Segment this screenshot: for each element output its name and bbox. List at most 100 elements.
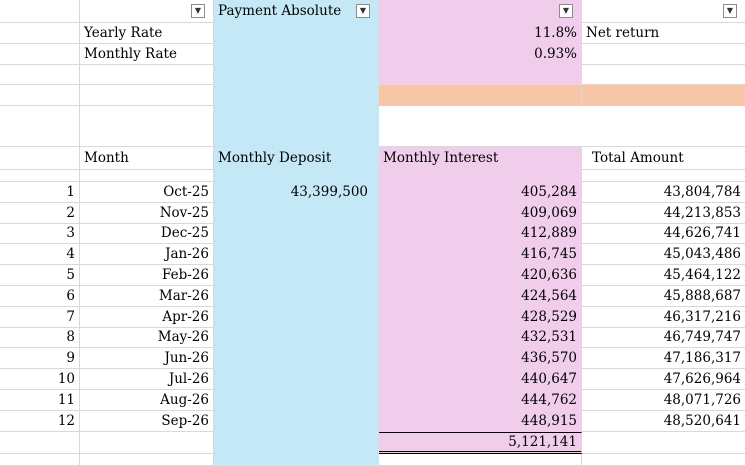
cell[interactable] [80, 65, 214, 85]
deposit-cell[interactable] [214, 223, 379, 245]
cell[interactable] [214, 432, 379, 454]
deposit-cell[interactable] [214, 348, 379, 370]
interest-cell[interactable]: 424,564 [379, 286, 582, 307]
cell[interactable] [582, 454, 745, 466]
deposit-cell[interactable] [214, 244, 379, 266]
row-number[interactable]: 1 [0, 182, 80, 203]
deposit-cell[interactable] [214, 306, 379, 328]
cell[interactable] [582, 170, 745, 182]
cell-a-header[interactable] [0, 0, 80, 23]
cell[interactable] [582, 432, 745, 454]
cell[interactable] [80, 170, 214, 182]
cell[interactable] [80, 432, 214, 454]
row-number[interactable]: 4 [0, 244, 80, 266]
accent-bar-cell[interactable] [582, 85, 745, 106]
cell-d-header[interactable]: ▼ [379, 0, 582, 23]
row-number[interactable]: 2 [0, 202, 80, 224]
cell[interactable] [0, 44, 80, 65]
deposit-cell[interactable]: 43,399,500 [214, 182, 379, 203]
row-number[interactable]: 9 [0, 348, 80, 370]
cell[interactable] [379, 106, 582, 147]
cell[interactable] [0, 454, 80, 466]
interest-cell[interactable]: 436,570 [379, 348, 582, 370]
month-cell[interactable]: Jul-26 [80, 369, 214, 390]
cell[interactable] [80, 106, 214, 147]
month-cell[interactable]: Sep-26 [80, 410, 214, 432]
month-cell[interactable]: May-26 [80, 327, 214, 349]
month-cell[interactable]: Aug-26 [80, 390, 214, 411]
interest-column-title[interactable]: Monthly Interest [379, 147, 582, 170]
cell[interactable] [582, 65, 745, 85]
interest-cell[interactable]: 448,915 [379, 410, 582, 432]
cell[interactable] [80, 454, 214, 466]
row-number[interactable]: 7 [0, 306, 80, 328]
cell[interactable] [0, 170, 80, 182]
total-cell[interactable]: 46,317,216 [582, 307, 745, 328]
deposit-cell[interactable] [214, 369, 379, 390]
accent-bar-cell[interactable] [379, 85, 582, 106]
total-cell[interactable]: 43,804,784 [582, 182, 745, 203]
interest-cell[interactable]: 428,529 [379, 306, 582, 328]
row-number[interactable]: 10 [0, 369, 80, 390]
row-number[interactable]: 5 [0, 265, 80, 286]
cell[interactable] [214, 170, 379, 182]
chevron-down-icon[interactable]: ▼ [723, 4, 737, 18]
chevron-down-icon[interactable]: ▼ [559, 4, 573, 18]
month-cell[interactable]: Jun-26 [80, 348, 214, 370]
interest-sum-cell[interactable]: 5,121,141 [379, 432, 582, 454]
chevron-down-icon[interactable]: ▼ [356, 4, 370, 18]
month-cell[interactable]: Jan-26 [80, 244, 214, 266]
cell[interactable] [379, 170, 582, 182]
month-cell[interactable]: Dec-25 [80, 223, 214, 245]
cell-b-header[interactable]: ▼ [80, 0, 214, 23]
cell[interactable] [0, 147, 80, 170]
cell[interactable] [0, 65, 80, 85]
monthly-rate-label[interactable]: Monthly Rate [80, 44, 214, 65]
interest-cell[interactable]: 405,284 [379, 182, 582, 203]
month-cell[interactable]: Oct-25 [80, 182, 214, 203]
deposit-column-title[interactable]: Monthly Deposit [214, 147, 379, 170]
total-cell[interactable]: 46,749,747 [582, 328, 745, 349]
cell[interactable] [214, 106, 379, 147]
cell[interactable] [379, 65, 582, 85]
cell[interactable] [214, 44, 379, 65]
cell[interactable] [0, 85, 80, 106]
month-cell[interactable]: Apr-26 [80, 306, 214, 328]
total-cell[interactable]: 44,626,741 [582, 224, 745, 245]
month-cell[interactable]: Nov-25 [80, 202, 214, 224]
yearly-rate-label[interactable]: Yearly Rate [80, 23, 214, 44]
month-cell[interactable]: Mar-26 [80, 286, 214, 307]
month-cell[interactable]: Feb-26 [80, 265, 214, 286]
deposit-cell[interactable] [214, 327, 379, 349]
yearly-rate-value[interactable]: 11.8% [379, 23, 582, 44]
cell[interactable] [582, 44, 745, 65]
deposit-cell[interactable] [214, 286, 379, 307]
interest-cell[interactable]: 412,889 [379, 223, 582, 245]
total-cell[interactable]: 44,213,853 [582, 203, 745, 224]
cell-e-header[interactable]: ▼ [582, 0, 745, 23]
deposit-cell[interactable] [214, 390, 379, 411]
monthly-rate-value[interactable]: 0.93% [379, 44, 582, 65]
net-return-label[interactable]: Net return [582, 23, 745, 44]
total-cell[interactable]: 45,464,122 [582, 265, 745, 286]
deposit-cell[interactable] [214, 265, 379, 286]
month-column-title[interactable]: Month [80, 147, 214, 170]
cell[interactable] [0, 432, 80, 454]
interest-cell[interactable]: 444,762 [379, 390, 582, 411]
cell[interactable] [582, 106, 745, 147]
cell[interactable] [80, 85, 214, 106]
interest-cell[interactable]: 432,531 [379, 327, 582, 349]
cell[interactable] [379, 454, 582, 466]
interest-cell[interactable]: 420,636 [379, 265, 582, 286]
row-number[interactable]: 6 [0, 286, 80, 307]
total-cell[interactable]: 47,626,964 [582, 369, 745, 390]
interest-cell[interactable]: 416,745 [379, 244, 582, 266]
row-number[interactable]: 8 [0, 327, 80, 349]
total-cell[interactable]: 48,520,641 [582, 411, 745, 432]
interest-cell[interactable]: 440,647 [379, 369, 582, 390]
chevron-down-icon[interactable]: ▼ [191, 4, 205, 18]
row-number[interactable]: 12 [0, 410, 80, 432]
total-cell[interactable]: 45,043,486 [582, 244, 745, 266]
row-number[interactable]: 3 [0, 223, 80, 245]
cell[interactable] [0, 23, 80, 44]
